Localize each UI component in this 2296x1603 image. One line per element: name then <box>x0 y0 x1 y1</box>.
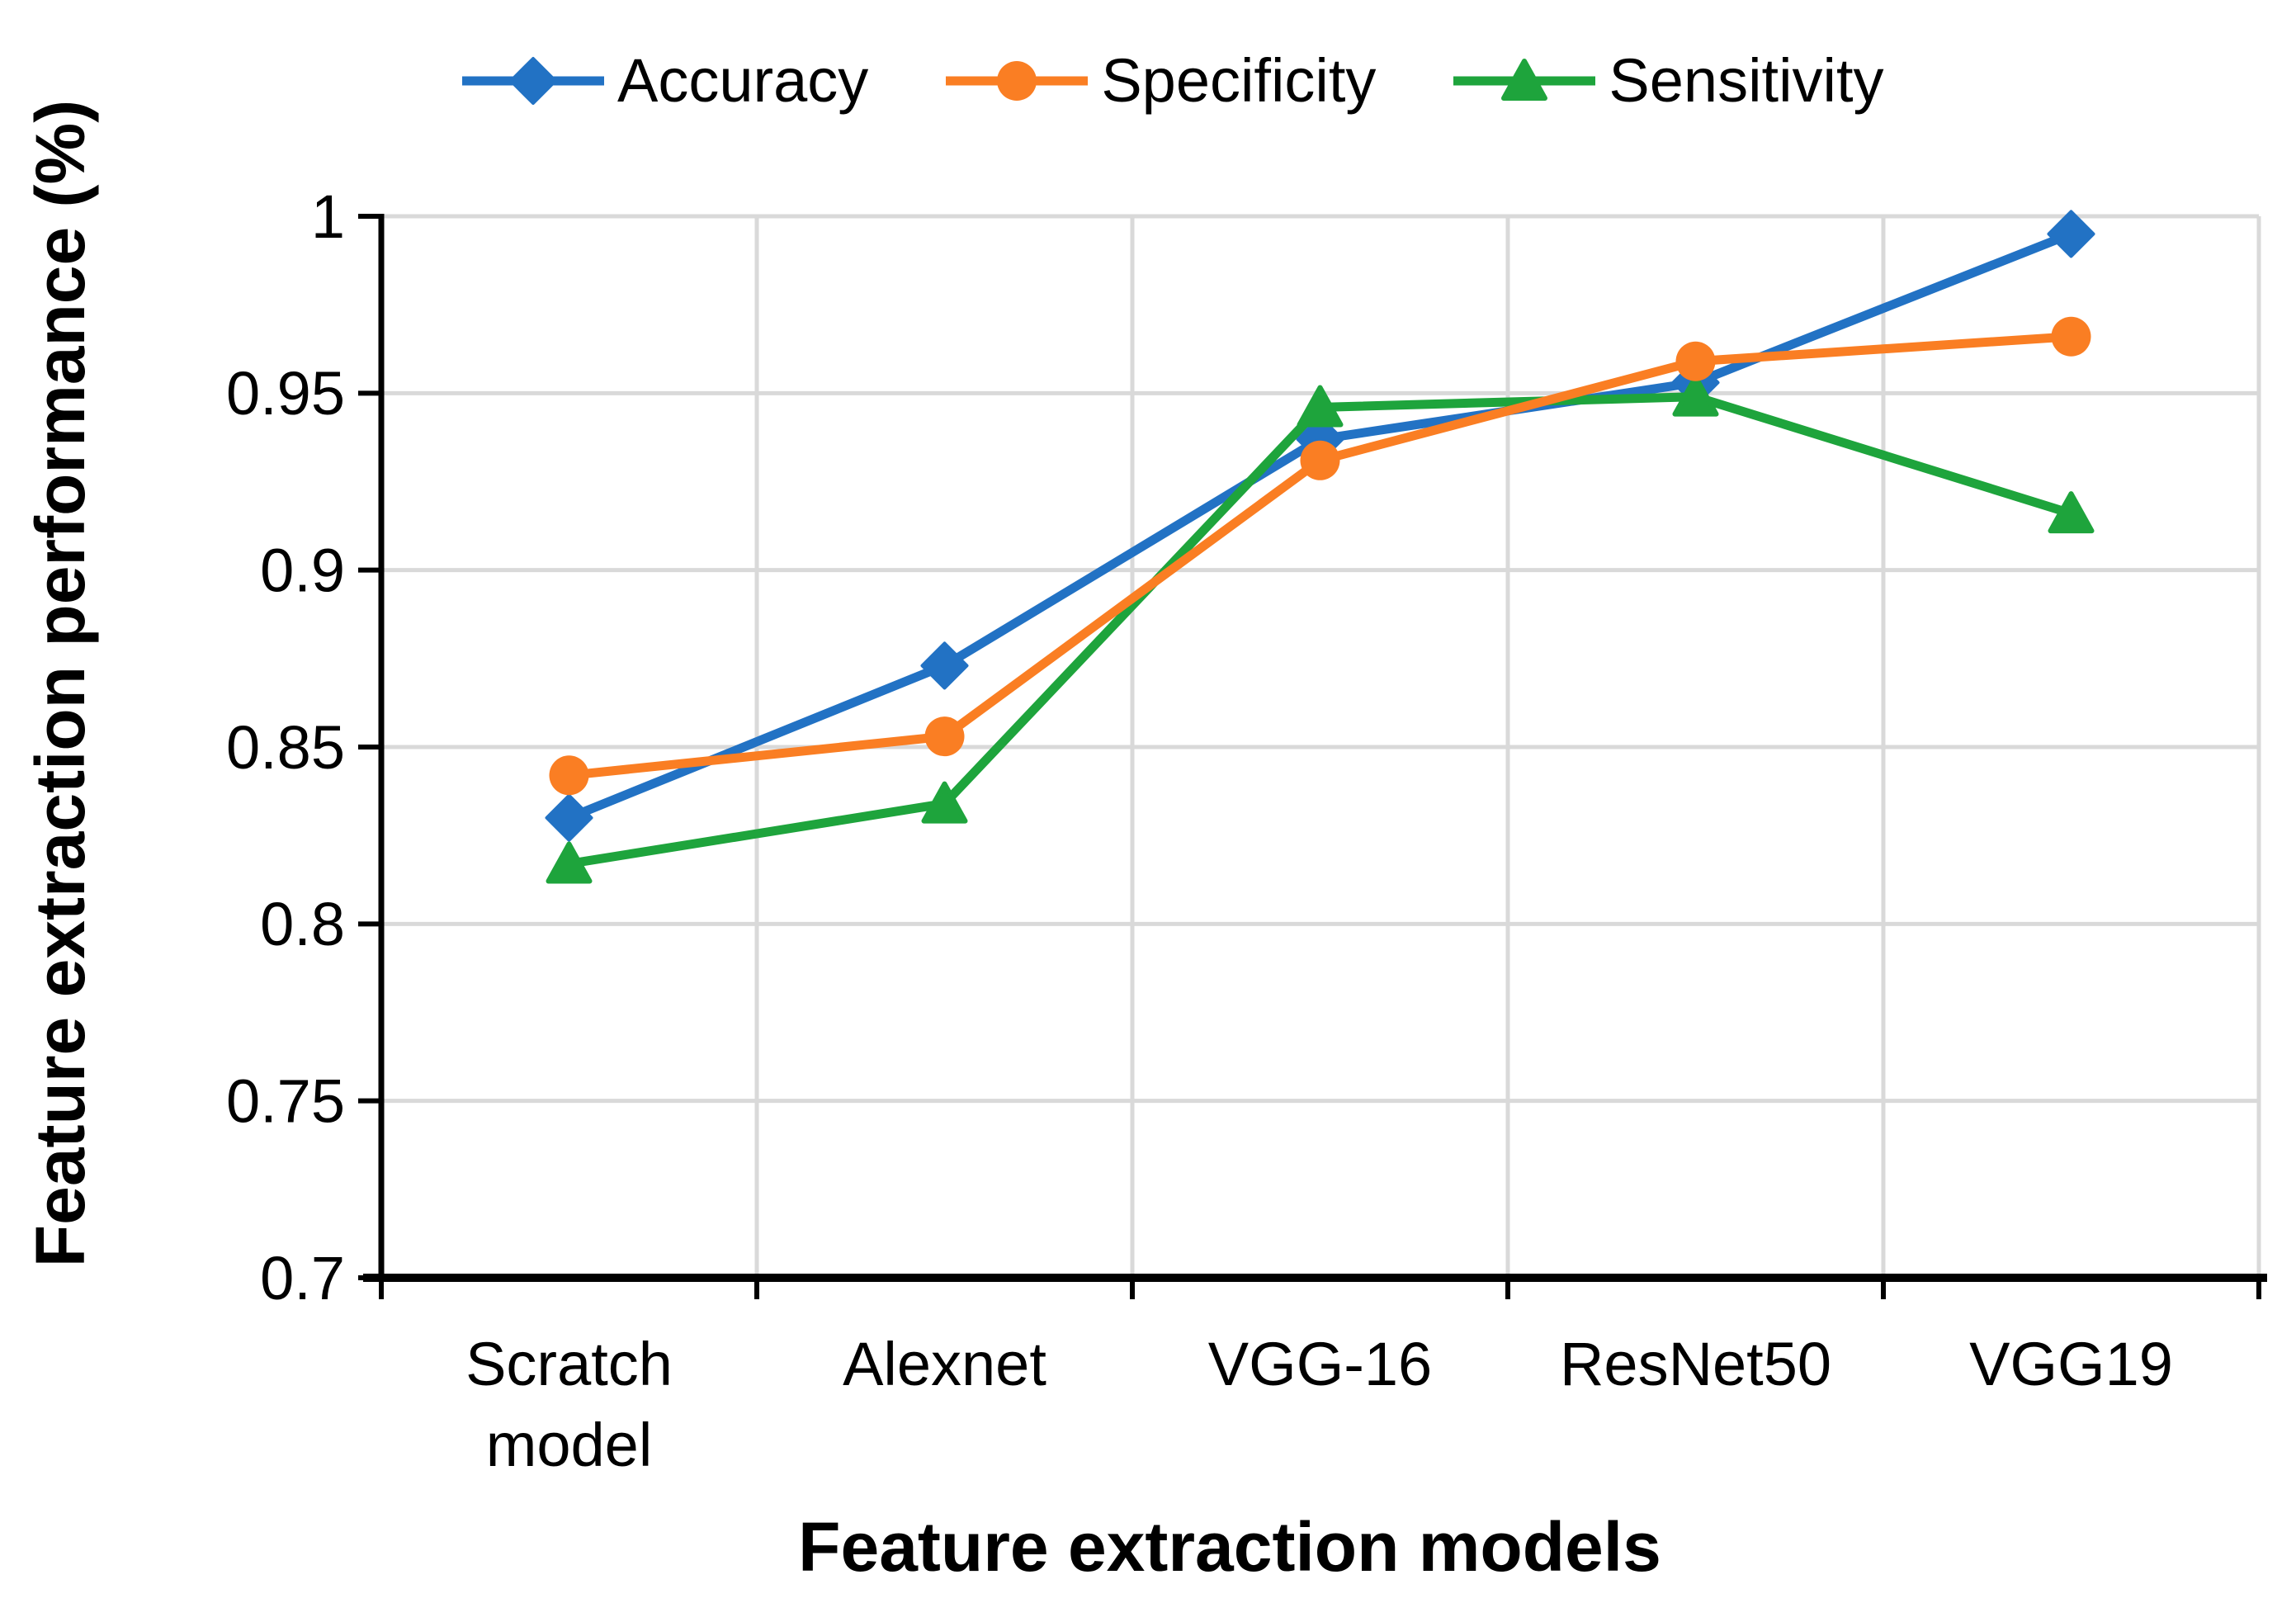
x-category-label: VGG-16 <box>1208 1330 1432 1398</box>
accuracy-point-1 <box>545 793 593 842</box>
legend-marker-circle <box>997 61 1037 101</box>
legend-item-specificity: Specificity <box>946 35 1376 127</box>
x-category-label: Scratch model <box>465 1330 673 1479</box>
sensitivity-point-2 <box>921 781 968 824</box>
legend-label-sensitivity: Sensitivity <box>1609 46 1884 115</box>
y-axis-title: Feature extraction performance (%) <box>21 100 99 1267</box>
specificity-point-1 <box>549 755 589 796</box>
generated-chart-content: 0.7 0.75 0.8 0.85 0.9 0.95 1 Scratch model Alexne… <box>226 182 2267 1479</box>
accuracy-line <box>567 229 2073 822</box>
sensitivity-triangle-icon <box>1453 59 1596 101</box>
specificity-point-5 <box>2051 316 2091 357</box>
sensitivity-point-5 <box>2048 491 2095 534</box>
y-tick-label: 1 <box>311 182 345 251</box>
x-category-label: Alexnet <box>843 1330 1046 1398</box>
legend-label-accuracy: Accuracy <box>617 46 869 115</box>
series-specificity <box>549 316 2091 796</box>
accuracy-point-5 <box>2047 210 2095 258</box>
y-tick-label: 0.7 <box>260 1244 345 1312</box>
specificity-point-4 <box>1675 341 1716 381</box>
x-axis-title: Feature extraction models <box>798 1508 1661 1586</box>
x-category-label: ResNet50 <box>1560 1330 1831 1398</box>
series-sensitivity <box>546 374 2095 884</box>
legend-label-specificity: Specificity <box>1101 46 1377 115</box>
accuracy-point-2 <box>920 641 969 690</box>
y-tick-label: 0.85 <box>226 713 345 782</box>
y-tick-label: 0.95 <box>226 359 345 428</box>
legend-item-accuracy: Accuracy <box>462 35 868 127</box>
legend-marker-diamond <box>509 57 557 105</box>
chart-legend: Accuracy Specificity Sensitivity <box>462 33 1884 129</box>
sensitivity-point-3 <box>1297 385 1344 428</box>
legend-marker-triangle <box>1501 59 1548 101</box>
sensitivity-point-4 <box>1672 374 1719 417</box>
y-tick-label: 0.8 <box>260 890 345 958</box>
y-tick-label: 0.75 <box>226 1067 345 1136</box>
specificity-circle-icon <box>946 61 1089 101</box>
specificity-point-3 <box>1300 440 1340 480</box>
x-category-label: VGG19 <box>1969 1330 2173 1398</box>
sensitivity-point-1 <box>546 841 593 884</box>
accuracy-diamond-icon <box>462 57 604 105</box>
legend-item-sensitivity: Sensitivity <box>1453 35 1884 127</box>
y-tick-label: 0.9 <box>260 537 345 605</box>
specificity-point-2 <box>924 716 965 757</box>
